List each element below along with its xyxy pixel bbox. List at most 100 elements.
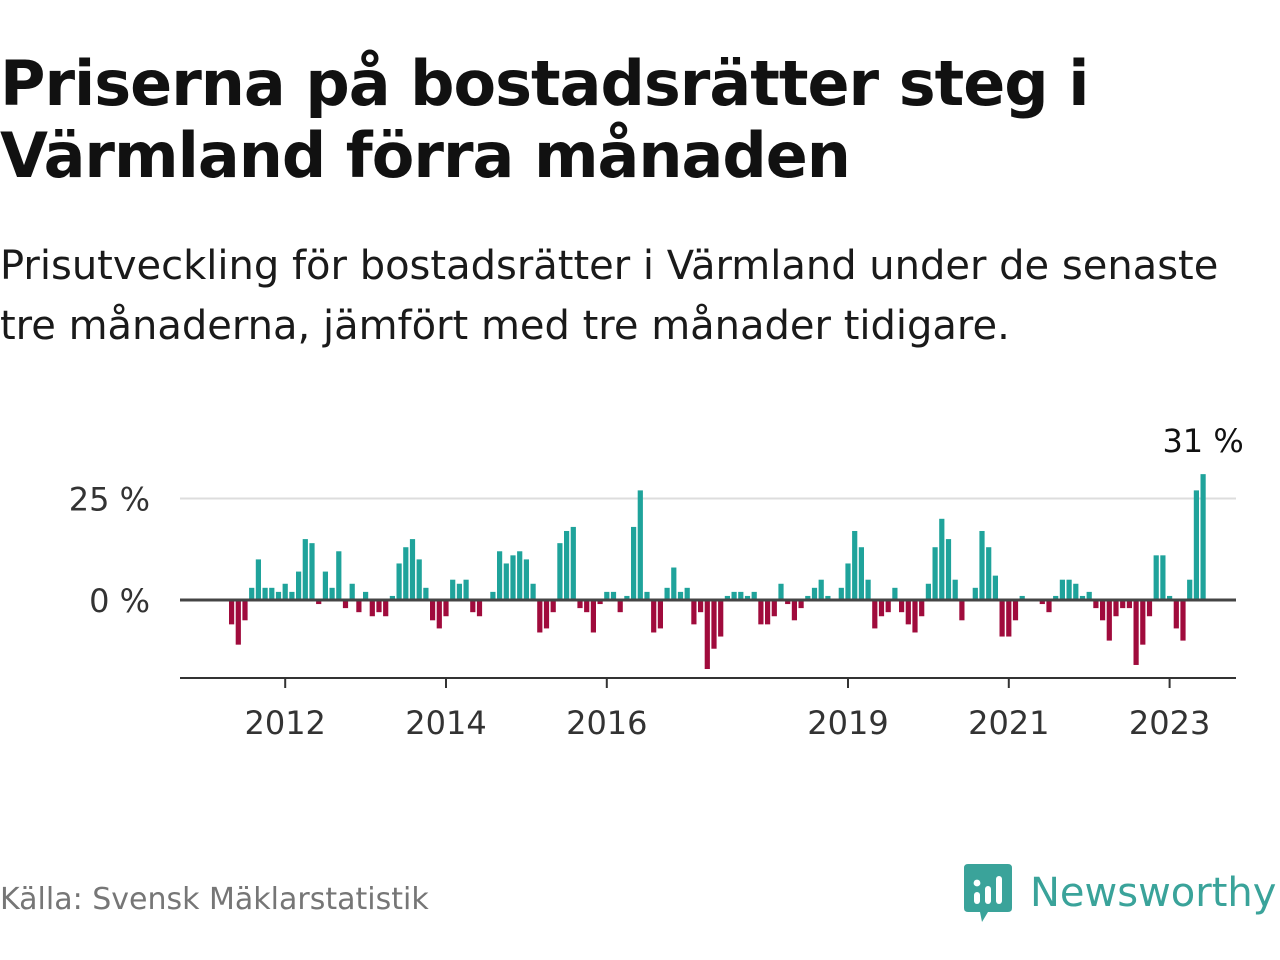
bar: [704, 600, 710, 670]
bar: [1160, 555, 1166, 600]
bar: [664, 587, 670, 600]
y-tick-label: 0 %: [89, 582, 150, 620]
bar: [845, 563, 851, 600]
bar: [570, 526, 576, 600]
bar: [939, 518, 945, 600]
bar: [503, 563, 509, 600]
bar: [577, 600, 583, 609]
newsworthy-logo-icon: [964, 864, 1012, 922]
bar: [1100, 600, 1106, 621]
bar: [342, 600, 349, 609]
source-note: Källa: Svensk Mäklarstatistik: [0, 882, 429, 917]
bar: [751, 591, 757, 600]
bar: [1079, 595, 1086, 600]
bar: [309, 543, 315, 600]
bar: [1053, 595, 1059, 600]
bar: [738, 591, 744, 600]
bar: [778, 583, 784, 600]
bar: [537, 600, 543, 633]
bar: [282, 583, 288, 600]
bar: [731, 591, 737, 600]
bar: [744, 595, 751, 600]
bar: [838, 587, 844, 600]
x-tick-label: 2021: [968, 704, 1049, 742]
bar: [423, 587, 429, 600]
bar: [523, 559, 529, 600]
bar: [376, 600, 382, 613]
bar: [972, 587, 978, 600]
bar: [885, 600, 891, 613]
bar: [1006, 600, 1012, 637]
bar: [698, 600, 704, 613]
bar: [684, 587, 690, 600]
bar: [249, 587, 255, 600]
bar: [1153, 555, 1159, 600]
x-tick-label: 2012: [244, 704, 325, 742]
bar: [805, 595, 811, 600]
bar: [383, 600, 389, 617]
bar: [610, 591, 617, 600]
bar: [470, 600, 476, 613]
bar: [329, 587, 335, 600]
bar: [543, 600, 550, 629]
bar: [1073, 583, 1079, 600]
bar: [235, 600, 241, 645]
bar: [1187, 579, 1193, 600]
bar: [336, 551, 342, 600]
bar: [409, 539, 416, 600]
bar: [1200, 474, 1206, 600]
bar: [979, 530, 985, 600]
bar: [992, 575, 998, 600]
bar: [1046, 600, 1052, 613]
bar: [811, 587, 818, 600]
bar: [858, 547, 864, 600]
bar: [986, 547, 992, 600]
bar: [1133, 600, 1139, 665]
chart-subtitle: Prisutveckling för bostadsrätter i Värml…: [0, 243, 1219, 349]
bar: [617, 600, 623, 613]
bar: [430, 600, 436, 621]
bar: [463, 579, 469, 600]
bar: [718, 600, 724, 637]
bar: [677, 591, 684, 600]
bar: [651, 600, 657, 633]
bar: [396, 563, 402, 600]
bar: [765, 600, 771, 625]
bar: [450, 579, 456, 600]
bar: [865, 579, 871, 600]
bar: [912, 600, 918, 633]
bar: [557, 543, 563, 600]
bar: [771, 600, 777, 617]
bar: [443, 600, 449, 617]
bar: [456, 583, 462, 600]
x-tick-label: 2019: [807, 704, 888, 742]
bar: [671, 567, 677, 600]
bar: [269, 587, 275, 600]
bar: [1039, 600, 1045, 605]
bar: [550, 600, 556, 613]
bar: [952, 579, 958, 600]
bar: [497, 551, 503, 600]
bar: [691, 600, 697, 625]
bar: [242, 600, 248, 621]
bar: [590, 600, 596, 633]
bar: [363, 591, 369, 600]
chart-title: Priserna på bostadsrätter steg i Värmlan…: [0, 47, 1090, 192]
bar: [597, 600, 603, 605]
bar: [825, 595, 831, 600]
bar: [1180, 600, 1186, 641]
bar: [510, 555, 516, 600]
bar: [262, 587, 268, 600]
bar: [322, 571, 328, 600]
bar: [798, 600, 804, 609]
bar: [892, 587, 898, 600]
bar: [476, 600, 483, 617]
bar: [349, 583, 355, 600]
bar: [275, 591, 282, 600]
y-tick-label: 25 %: [69, 481, 150, 519]
bar: [369, 600, 375, 617]
bar: [724, 595, 730, 600]
bar: [818, 579, 824, 600]
bar: [436, 600, 442, 629]
bar: [1093, 600, 1099, 609]
